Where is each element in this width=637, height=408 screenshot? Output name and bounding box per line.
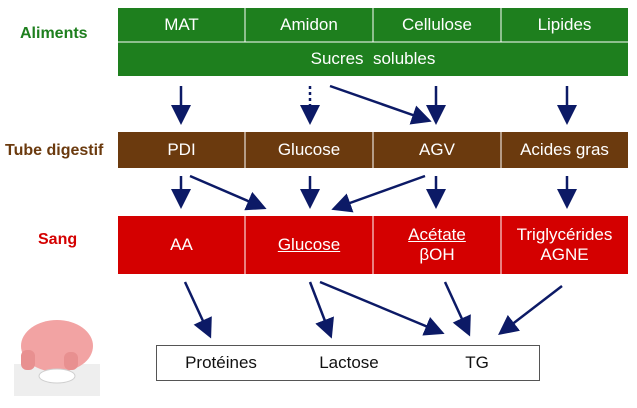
aliments-cell-sucres-solubles: Sucres solubles [310,48,436,68]
arrow-amidon-to-agv [329,84,432,125]
aliments-band: MAT Amidon Cellulose Lipides Sucres solu… [118,8,628,76]
row-label-tube-digestif: Tube digestif [5,142,104,159]
tube-cell-pdi: PDI [167,139,196,159]
sang-glucose-label: Glucose [277,234,341,254]
sang-triglycerides-label: Triglycérides [516,224,613,244]
tube-cell-agv: AGV [419,139,455,159]
aliments-cell-cellulose: Cellulose [402,14,472,34]
sang-cell-glucose: Glucose [245,216,373,274]
tube-dividers [244,132,502,168]
arrow-glucose-to-tg [319,280,445,336]
arrow-glucose-to-lactose [308,281,334,339]
aliments-dividers [118,8,628,43]
arrow-aa-to-proteines [183,281,212,339]
sang-cell-acetate-boh: Acétate βOH [373,216,501,274]
sang-band: AA Glucose Acétate βOH Triglycérides AGN… [118,216,628,274]
udder-illustration [14,320,100,396]
sang-boh-label: βOH [419,245,455,264]
tube-cell-glucose: Glucose [277,139,341,159]
aliments-cell-amidon: Amidon [280,14,338,34]
product-lactose: Lactose [319,353,379,372]
arrow-acetate-to-tg [443,281,471,337]
row-label-aliments: Aliments [20,25,88,42]
sang-cell-triglycerides-agne: Triglycérides AGNE [501,216,628,274]
product-proteines: Protéines [185,353,257,372]
products-box: Protéines Lactose TG [156,345,540,381]
arrow-agv-to-glucose [331,174,426,213]
aliments-cell-lipides: Lipides [537,14,592,34]
product-tg: TG [465,353,489,372]
tube-digestif-band: PDI Glucose AGV Acides gras [118,132,628,168]
arrow-triglycerides-to-tg [498,285,563,336]
tube-cell-acides-gras: Acides gras [520,139,609,159]
sang-dividers [244,216,502,274]
sang-agne-label: AGNE [540,245,589,264]
sang-acetate-label: Acétate [408,224,466,244]
arrow-pdi-to-glucose [189,174,267,211]
aliments-cell-mat: MAT [164,14,199,34]
row-label-sang: Sang [38,231,78,248]
sang-cell-aa: AA [170,234,193,254]
